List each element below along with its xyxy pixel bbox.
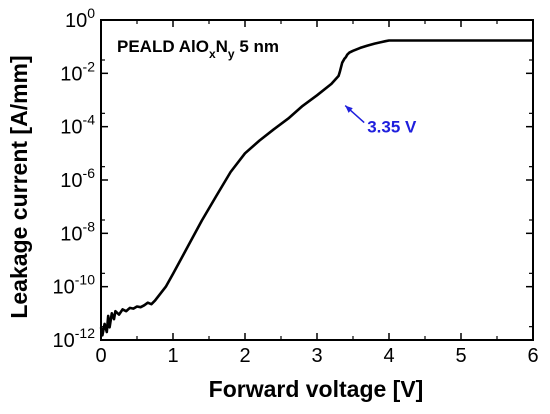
x-tick-label: 6 <box>527 345 538 367</box>
y-tick-exponent: -8 <box>83 218 96 234</box>
y-tick-exponent: -2 <box>83 58 96 74</box>
y-axis-title: Leakage current [A/mm] <box>6 55 32 318</box>
inset-label-mid: N <box>216 37 228 56</box>
y-tick-label: 10-8 <box>60 218 95 245</box>
x-tick-label: 5 <box>455 345 466 367</box>
y-tick-exponent: -6 <box>83 165 96 181</box>
y-tick-exponent: -12 <box>75 325 95 341</box>
inset-label-sub2: y <box>228 47 235 61</box>
y-tick-exponent: -10 <box>75 272 95 288</box>
annotation-label: 3.35 V <box>367 118 417 137</box>
x-tick-label: 3 <box>311 345 322 367</box>
annotation-arrow-head <box>345 105 353 113</box>
y-tick-label: 10-6 <box>60 165 95 192</box>
y-tick-base: 10 <box>60 223 82 245</box>
inset-label-sub1: x <box>209 47 216 61</box>
y-tick-base: 10 <box>65 10 87 32</box>
series-group <box>99 39 533 337</box>
series-line <box>99 39 533 337</box>
y-tick-label: 10-12 <box>53 325 96 352</box>
x-tick-label: 4 <box>383 345 394 367</box>
inset-label: PEALD AlOxNy 5 nm <box>117 37 279 61</box>
y-tick-label: 100 <box>65 5 95 32</box>
x-tick-label: 1 <box>167 345 178 367</box>
y-tick-base: 10 <box>60 170 82 192</box>
y-tick-base: 10 <box>60 117 82 139</box>
y-tick-base: 10 <box>53 277 75 299</box>
inset-label-suffix: 5 nm <box>235 37 279 56</box>
y-tick-base: 10 <box>60 63 82 85</box>
x-tick-labels: 0 1 2 3 4 5 6 <box>95 345 538 367</box>
y-tick-label: 10-10 <box>53 272 96 299</box>
x-axis-title: Forward voltage [V] <box>209 376 424 402</box>
plot-area <box>100 19 534 341</box>
y-tick-exponent: -4 <box>83 112 96 128</box>
annotation: 3.35 V <box>344 105 417 137</box>
x-tick-label: 2 <box>239 345 250 367</box>
axis-ticks <box>100 19 534 341</box>
y-tick-label: 10-4 <box>60 112 95 139</box>
y-tick-label: 10-2 <box>60 58 95 85</box>
inset-label-prefix: PEALD AlO <box>117 37 209 56</box>
y-tick-exponent: 0 <box>87 5 95 21</box>
x-tick-label: 0 <box>95 345 106 367</box>
y-tick-base: 10 <box>53 330 75 352</box>
plot-frame <box>100 19 534 341</box>
